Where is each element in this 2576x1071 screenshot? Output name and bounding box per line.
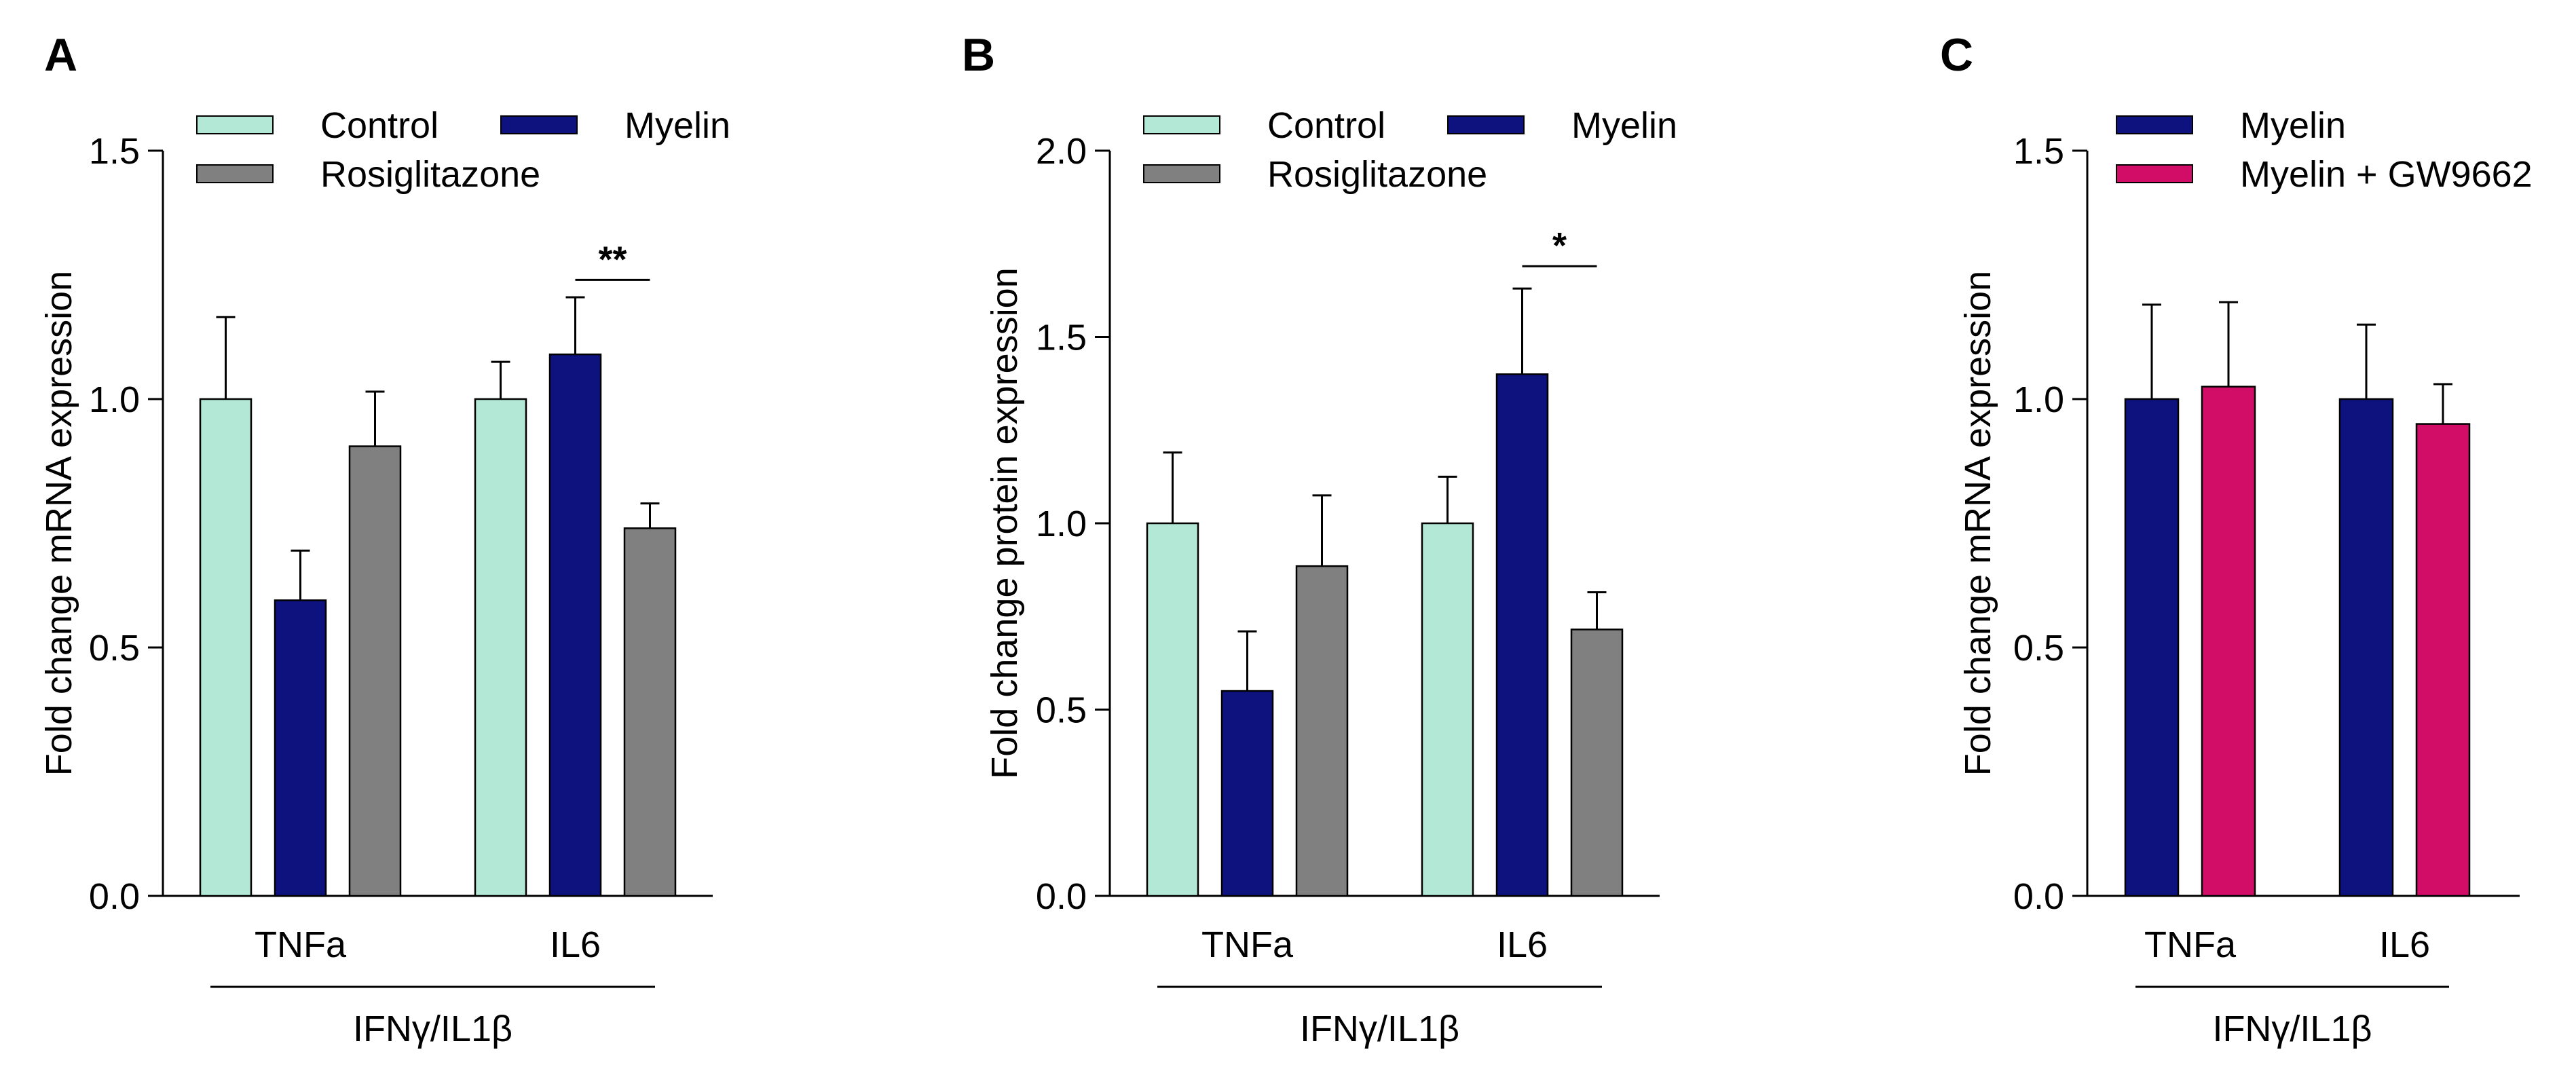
x-tick-label: TNFa <box>255 924 347 965</box>
panel-letter: A <box>44 29 77 81</box>
panel-letter: B <box>962 29 995 81</box>
bar <box>2415 423 2471 897</box>
y-tick-label: 1.5 <box>89 131 140 172</box>
group-label: IFNγ/IL1β <box>353 1009 512 1049</box>
bar <box>348 445 402 897</box>
panel-b: B Control Myelin Rosiglitazone 0.0 0.5 1.0 1.5 2… <box>962 29 1677 1049</box>
legend-item: Control <box>196 105 438 146</box>
bar <box>548 353 602 897</box>
y-tick-label: 0.0 <box>2013 876 2064 917</box>
group-label: IFNγ/IL1β <box>1300 1009 1459 1049</box>
legend-label: Myelin <box>624 105 730 146</box>
legend-swatch <box>500 115 578 134</box>
bar <box>2124 398 2180 897</box>
bar <box>1570 628 1624 897</box>
bar <box>274 599 327 897</box>
legend-item: Control <box>1143 105 1385 146</box>
legend-swatch <box>196 115 274 134</box>
bar <box>2201 386 2256 897</box>
panel-c: C Myelin Myelin + GW9662 0.0 0.5 1.0 1.5 Fold c… <box>1940 29 2533 1049</box>
legend-label: Rosiglitazone <box>320 154 540 195</box>
y-tick-label: 1.5 <box>2013 131 2064 172</box>
significance-label: * <box>1552 225 1567 266</box>
y-tick-label: 1.0 <box>89 379 140 420</box>
panel-a: A Control Myelin Rosiglitazone 0.0 0.5 1.0 1.5 F… <box>39 29 730 1049</box>
y-tick-label: 1.0 <box>1036 504 1087 544</box>
legend-label: Rosiglitazone <box>1267 154 1487 195</box>
bar <box>1220 690 1274 897</box>
y-axis-label: Fold change protein expression <box>984 267 1025 778</box>
significance-label: ** <box>598 239 627 280</box>
x-tick-label: IL6 <box>550 924 601 965</box>
bar <box>1146 522 1199 897</box>
legend-item: Myelin <box>500 105 730 146</box>
y-tick-label: 1.5 <box>1036 318 1087 358</box>
y-tick-label: 0.5 <box>2013 628 2064 669</box>
bar <box>623 527 677 897</box>
group-label: IFNγ/IL1β <box>2212 1009 2372 1049</box>
legend-item: Myelin <box>2116 105 2346 146</box>
legend-swatch <box>1447 115 1525 134</box>
legend-item: Myelin + GW9662 <box>2116 154 2533 195</box>
legend-label: Myelin + GW9662 <box>2240 154 2533 195</box>
legend-swatch <box>196 164 274 183</box>
y-tick-label: 0.5 <box>89 628 140 669</box>
x-tick-label: IL6 <box>1497 924 1548 965</box>
y-tick-label: 2.0 <box>1036 131 1087 172</box>
x-tick-label: TNFa <box>1201 924 1294 965</box>
bar <box>1421 522 1474 897</box>
bar <box>1295 565 1349 897</box>
legend-label: Control <box>320 105 438 146</box>
x-tick-label: TNFa <box>2144 924 2237 965</box>
legend-item: Rosiglitazone <box>196 154 540 195</box>
legend-swatch <box>2116 164 2193 183</box>
legend-item: Myelin <box>1447 105 1677 146</box>
panel-letter: C <box>1940 29 1973 81</box>
legend-label: Myelin <box>1571 105 1677 146</box>
y-tick-label: 0.0 <box>89 876 140 917</box>
legend-swatch <box>1143 115 1220 134</box>
legend-label: Control <box>1267 105 1385 146</box>
y-tick-label: 0.5 <box>1036 690 1087 731</box>
y-tick-label: 1.0 <box>2013 379 2064 420</box>
legend-swatch <box>1143 164 1220 183</box>
x-tick-label: IL6 <box>2379 924 2430 965</box>
y-axis-label: Fold change mRNA expression <box>39 271 79 776</box>
legend-label: Myelin <box>2240 105 2346 146</box>
legend-item: Rosiglitazone <box>1143 154 1487 195</box>
bar <box>199 398 253 897</box>
bar <box>2338 398 2394 897</box>
y-axis-label: Fold change mRNA expression <box>1958 271 1998 776</box>
y-tick-label: 0.0 <box>1036 876 1087 917</box>
bar <box>1495 373 1549 897</box>
bar <box>474 398 527 897</box>
legend-swatch <box>2116 115 2193 134</box>
